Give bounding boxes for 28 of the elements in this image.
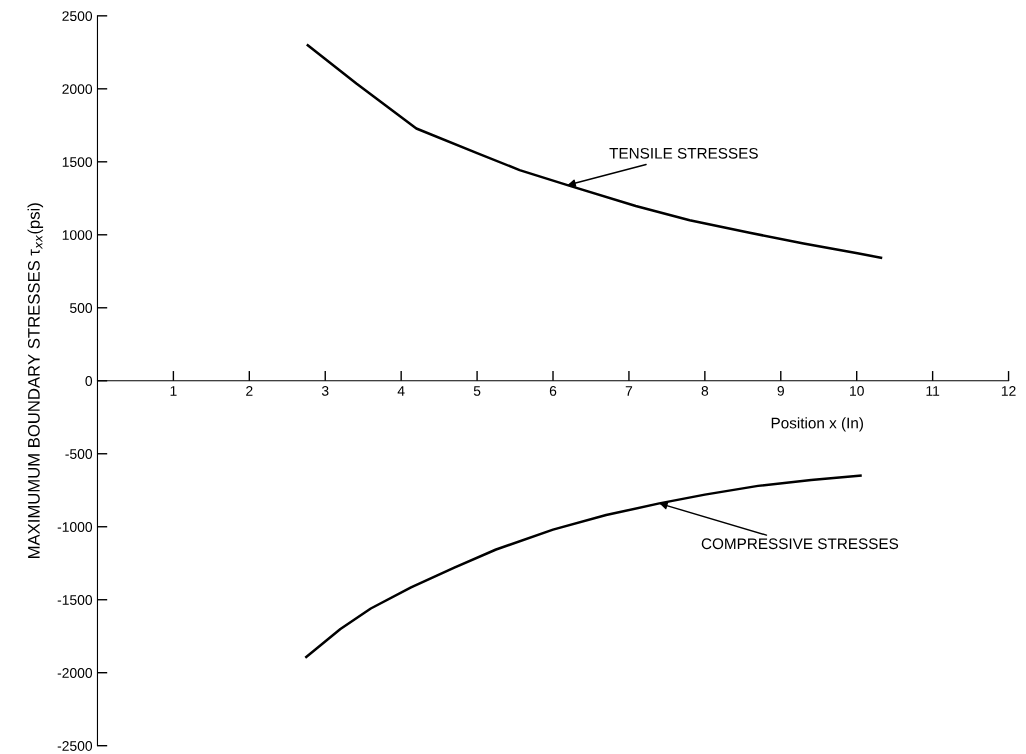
x-tick-label: 9 xyxy=(777,386,784,396)
y-tick-label: -500 xyxy=(65,449,93,459)
y-tick-label: -1500 xyxy=(57,595,93,605)
x-tick-label: 12 xyxy=(1001,386,1016,396)
y-tick-label: 2000 xyxy=(62,84,93,94)
x-tick-label: 11 xyxy=(926,386,940,396)
x-tick-label: 7 xyxy=(625,386,633,396)
x-tick-label: 5 xyxy=(473,386,481,396)
x-axis-title: Position x (In) xyxy=(771,417,863,432)
y-tick-label: 1500 xyxy=(62,157,93,167)
y-tick-label: -2000 xyxy=(57,668,93,678)
y-tick-label: 0 xyxy=(85,376,93,386)
y-tick-label: 2500 xyxy=(62,11,93,21)
x-tick-label: 8 xyxy=(701,386,709,396)
x-tick-label: 3 xyxy=(321,386,329,396)
x-tick-label: 2 xyxy=(246,386,253,396)
y-tick-label: -2500 xyxy=(57,741,93,751)
x-tick-label: 6 xyxy=(549,386,557,396)
line-series xyxy=(306,44,883,259)
x-tick-label: 1 xyxy=(170,386,177,396)
y-tick-label: 1000 xyxy=(62,230,93,240)
x-tick-label: 10 xyxy=(850,386,864,396)
y-tick-label: -1000 xyxy=(57,522,93,532)
y-tick-label: 500 xyxy=(69,303,93,313)
annotation: COMPRESSIVE STRESSES xyxy=(701,538,899,550)
x-tick-label: 4 xyxy=(397,386,405,396)
annotation: TENSILE STRESSES xyxy=(609,147,758,159)
y-axis-title: MAXIMUMUM BOUNDARY STRESSES τ$_{xx}$(psi) xyxy=(27,203,44,558)
